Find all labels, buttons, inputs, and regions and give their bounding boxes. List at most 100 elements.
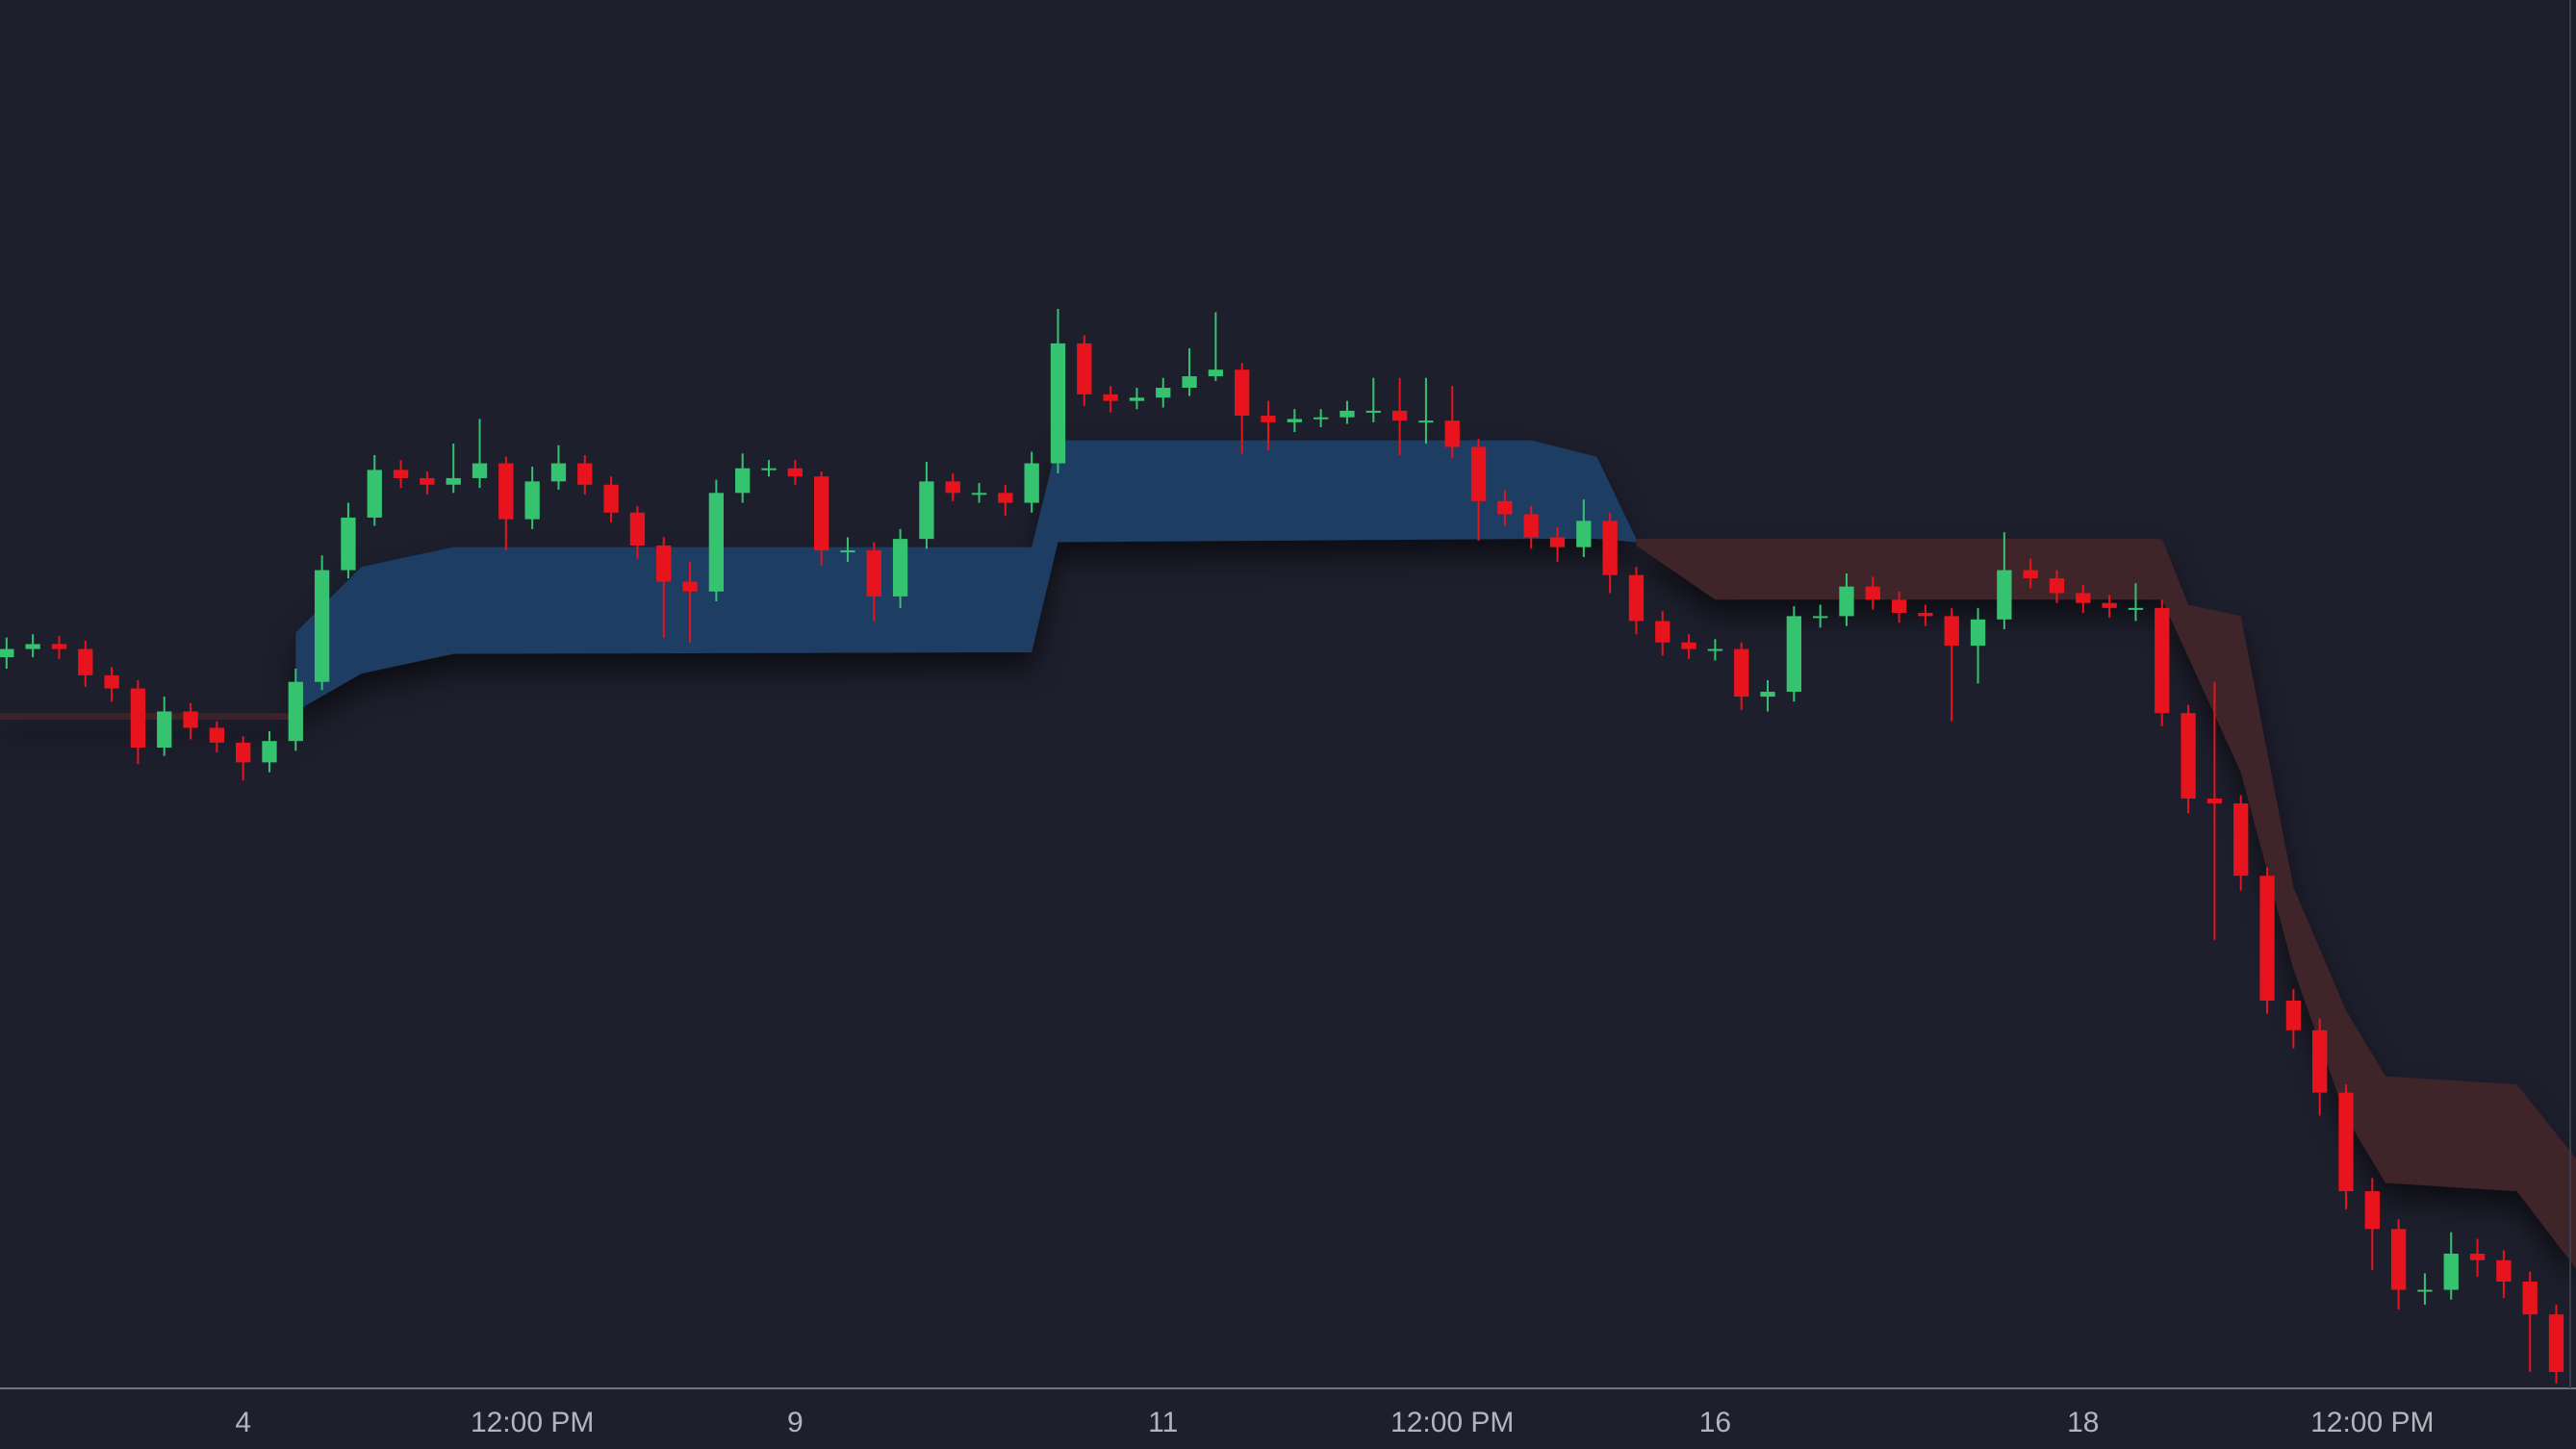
- candle-body: [209, 727, 225, 743]
- candle-body: [1760, 691, 1775, 698]
- candle-body: [1365, 410, 1381, 413]
- candle-body: [813, 476, 829, 551]
- x-tick-label: 12:00 PM: [471, 1407, 594, 1438]
- candle-body: [1786, 616, 1801, 692]
- candle-body: [1865, 586, 1880, 600]
- x-tick-label: 12:00 PM: [2310, 1407, 2434, 1438]
- candle-body: [1707, 648, 1723, 651]
- candle-body: [51, 644, 67, 649]
- candle-body: [603, 484, 619, 513]
- candle-body: [2443, 1253, 2459, 1290]
- candle-body: [2390, 1229, 2407, 1290]
- candle-body: [1576, 521, 1592, 547]
- candle-body: [446, 477, 461, 485]
- candle-body: [735, 468, 751, 494]
- candle-body: [2417, 1289, 2433, 1292]
- candle-body: [1208, 369, 1224, 377]
- candle-body: [2233, 803, 2249, 877]
- candle-body: [1024, 463, 1039, 503]
- candle-body: [1839, 586, 1854, 617]
- candle-body: [2312, 1030, 2328, 1093]
- candle-body: [1103, 394, 1118, 401]
- candle-body: [236, 742, 251, 763]
- candle-body: [1339, 410, 1355, 418]
- candle-body: [1970, 619, 1986, 647]
- candle-body: [2548, 1314, 2564, 1372]
- candle-body: [2259, 876, 2275, 1001]
- candle-body: [1077, 343, 1092, 394]
- candle-body: [157, 711, 172, 748]
- candle-body: [1391, 410, 1408, 421]
- candle-body: [2102, 602, 2117, 608]
- candle-body: [2128, 607, 2144, 610]
- candle-body: [840, 550, 855, 553]
- candle-body: [2522, 1282, 2538, 1315]
- bands: [0, 440, 2576, 1269]
- candle-body: [1655, 621, 1671, 643]
- candle-body: [420, 477, 435, 485]
- candle-body: [78, 648, 93, 675]
- candle-body: [2338, 1092, 2354, 1192]
- candle-body: [2049, 578, 2065, 594]
- candle-body: [998, 493, 1013, 503]
- candle-body: [866, 550, 881, 597]
- candle-body: [1918, 612, 1933, 617]
- candle-body: [393, 470, 409, 478]
- candle-body: [1182, 376, 1197, 389]
- x-tick-label: 12:00 PM: [1390, 1407, 1514, 1438]
- candle-body: [1944, 616, 1959, 647]
- candle-body: [262, 741, 277, 763]
- candle-body: [1313, 417, 1329, 419]
- candle-body: [1602, 521, 1618, 575]
- candle-body: [1997, 570, 2012, 620]
- x-tick-label: 9: [787, 1407, 803, 1438]
- candle-body: [2076, 593, 2091, 603]
- candle-body: [577, 463, 593, 485]
- x-tick-label: 16: [1699, 1407, 1731, 1438]
- candle-body: [341, 517, 356, 571]
- x-tick-label: 4: [235, 1407, 251, 1438]
- candle-body: [1523, 514, 1539, 538]
- candles: [0, 309, 2564, 1384]
- candle-body: [524, 481, 540, 520]
- candle-body: [1444, 420, 1460, 447]
- candle-body: [2206, 798, 2223, 804]
- candle-body: [1050, 343, 1066, 464]
- candle-body: [1287, 419, 1302, 422]
- candle-body: [2155, 607, 2170, 714]
- candle-body: [498, 463, 514, 520]
- candle-body: [314, 570, 330, 682]
- candle-body: [2469, 1253, 2486, 1260]
- candle-body: [104, 674, 119, 689]
- x-tick-label: 18: [2067, 1407, 2099, 1438]
- candle-body: [1470, 446, 1487, 501]
- candle-body: [1681, 642, 1696, 649]
- candle-body: [945, 481, 960, 494]
- candle-body: [629, 512, 646, 546]
- candle-body: [656, 545, 672, 582]
- candle-body: [1235, 369, 1250, 417]
- candle-body: [971, 493, 987, 496]
- candle-body: [367, 470, 382, 518]
- cloud-band: [295, 440, 1637, 712]
- candle-body: [761, 468, 777, 470]
- candle-body: [919, 481, 934, 540]
- candle-body: [2364, 1191, 2380, 1230]
- candle-body: [1628, 574, 1645, 622]
- candle-body: [0, 648, 14, 658]
- candle-body: [1156, 388, 1171, 398]
- candle-body: [1261, 416, 1276, 422]
- candle-body: [682, 581, 698, 592]
- candle-body: [25, 644, 40, 649]
- cloud-band: [0, 713, 296, 720]
- candle-body: [2496, 1259, 2512, 1282]
- candle-body: [130, 688, 146, 748]
- candle-body: [1549, 537, 1566, 547]
- candle-body: [1813, 616, 1828, 619]
- candle-body: [183, 711, 198, 728]
- candle-body: [550, 463, 567, 482]
- candle-body: [288, 681, 303, 742]
